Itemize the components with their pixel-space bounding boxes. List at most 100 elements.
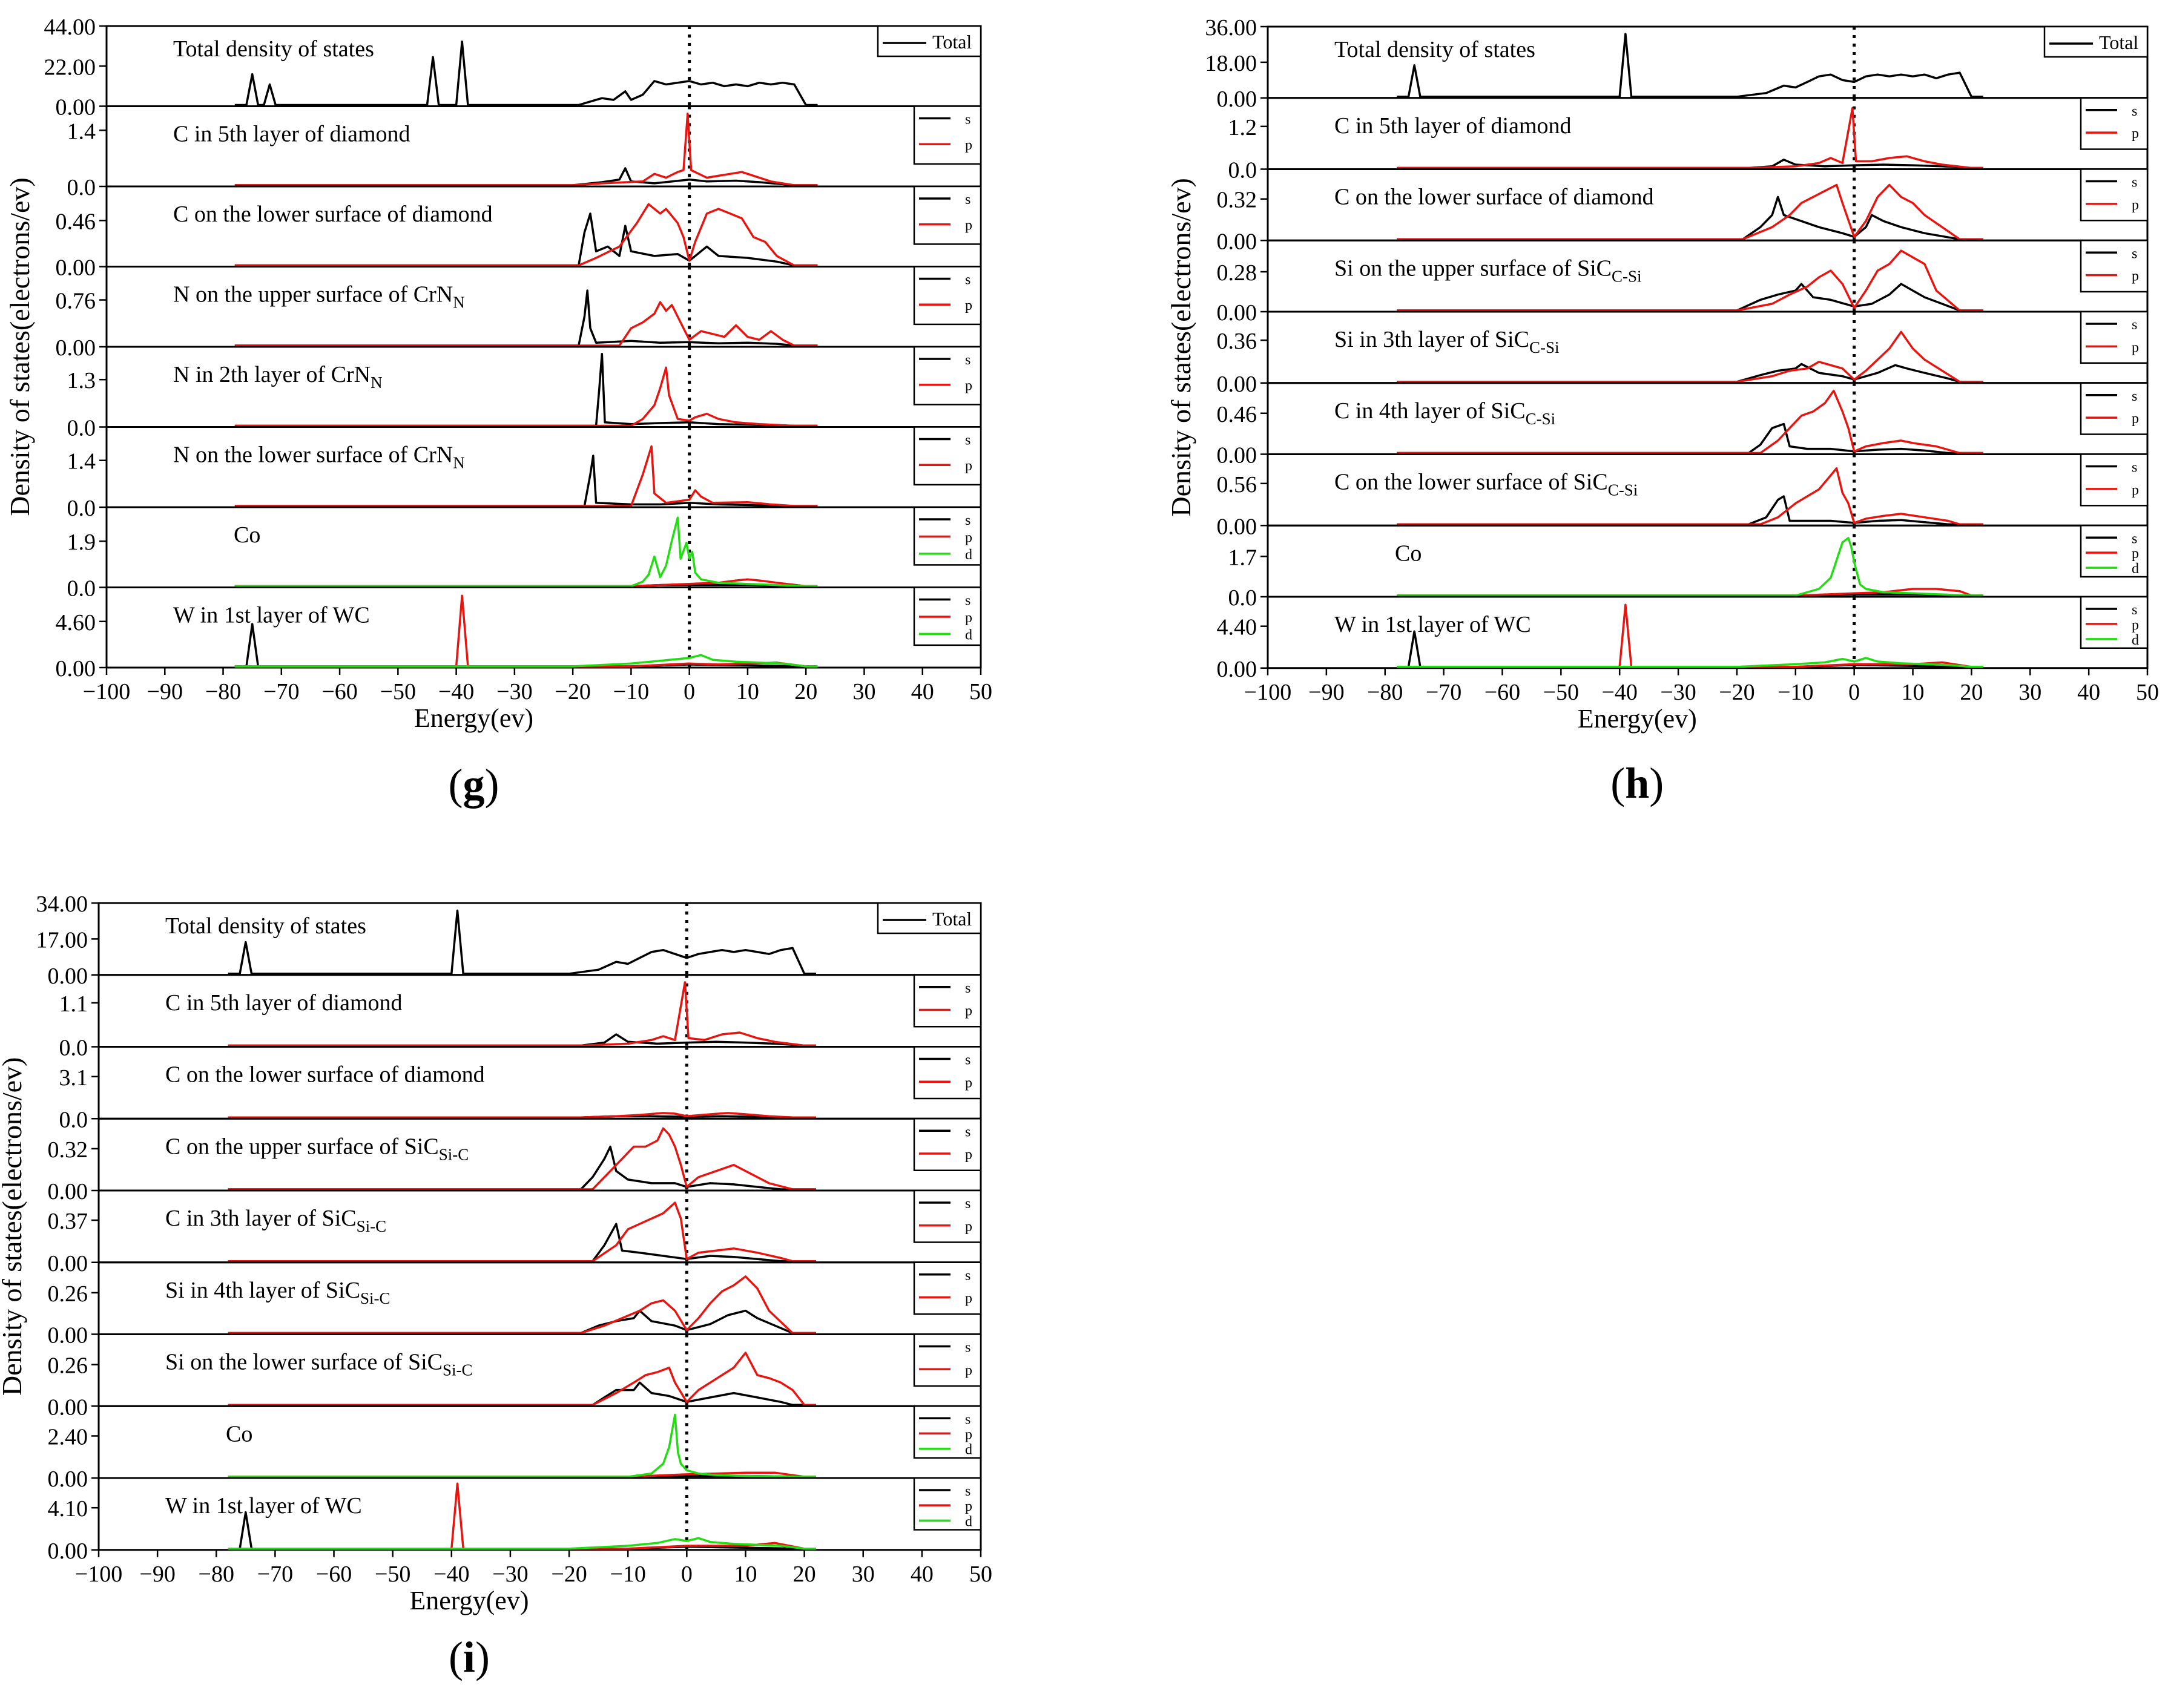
x-tick-label: −40 — [433, 1562, 469, 1587]
legend: spd — [913, 506, 982, 566]
series-p-line — [234, 203, 818, 267]
subplot-i-7: 0.00 0.26 Si on the lower surface of SiCSi… — [48, 1333, 982, 1420]
subplot-label: Si on the upper surface of SiCC-Si — [1334, 255, 1642, 285]
legend: sp — [913, 426, 982, 486]
legend-label-p: p — [965, 1147, 972, 1163]
x-tick-label: −80 — [199, 1562, 234, 1587]
y-tick-label: 1.9 — [67, 530, 96, 555]
legend-frame — [2080, 168, 2149, 222]
subplot-label-main: Si on the lower surface of SiC — [165, 1350, 443, 1375]
subplot-label-main: Si in 3th layer of SiC — [1334, 327, 1529, 352]
subplot-label: C in 5th layer of diamond — [1334, 113, 1572, 139]
x-tick-label: −80 — [205, 679, 241, 705]
y-tick-label: 0.00 — [1217, 514, 1257, 539]
legend-label-p: p — [2132, 411, 2139, 427]
legend-label-p: p — [965, 298, 972, 314]
legend: sp — [913, 105, 982, 165]
legend-label-s: s — [2132, 103, 2137, 119]
subplot-label: C on the lower surface of diamond — [1334, 185, 1654, 210]
x-tick-label: 40 — [911, 679, 934, 705]
subplot-label-main: Co — [226, 1421, 252, 1447]
x-tick-label: −40 — [1601, 680, 1637, 705]
legend-label-s: s — [2132, 460, 2137, 476]
legend-label-s: s — [965, 352, 970, 368]
y-tick-label: 4.40 — [1217, 615, 1257, 640]
legend: sp — [2080, 168, 2149, 222]
legend-frame — [2080, 240, 2149, 293]
series-d-line — [228, 1413, 816, 1478]
legend-label-s: s — [965, 593, 970, 609]
legend: sp — [913, 185, 982, 245]
series-s-line — [228, 1033, 816, 1047]
series-d-line — [234, 654, 818, 668]
legend-label-p: p — [2132, 340, 2139, 355]
x-tick-label: −90 — [1308, 680, 1344, 705]
subplot-i-6: 0.00 0.26 Si in 4th layer of SiCSi-C sp — [48, 1261, 982, 1348]
legend-label-s: s — [2132, 317, 2137, 333]
legend-frame — [913, 1333, 982, 1387]
subplot-label-main: C in 4th layer of SiC — [1334, 398, 1526, 424]
y-tick-label: 0.00 — [56, 335, 96, 361]
x-tick-label: 30 — [852, 679, 875, 705]
y-axis-title: Density of states(electrons/ev) — [1165, 178, 1196, 516]
legend-frame — [913, 1189, 982, 1243]
subplot-label: C in 4th layer of SiCC-Si — [1334, 398, 1555, 428]
x-tick-label: −30 — [492, 1562, 528, 1587]
legend: Total — [2043, 25, 2149, 58]
x-tick-label: −70 — [1426, 680, 1461, 705]
legend-label-s: s — [965, 1053, 970, 1068]
legend: sp — [2080, 310, 2149, 364]
subplot-label-main: Co — [234, 522, 260, 548]
subplot-label-main: N on the lower surface of CrN — [173, 442, 453, 468]
subplot-label: Si in 4th layer of SiCSi-C — [165, 1278, 390, 1307]
legend-label-s: s — [2132, 531, 2137, 547]
legend-frame — [913, 105, 982, 165]
x-axis-title: Energy(ev) — [414, 703, 533, 733]
subplot-label-main: Si on the upper surface of SiC — [1334, 255, 1612, 281]
legend-label-p: p — [2132, 482, 2139, 498]
y-tick-label: 0.0 — [67, 576, 96, 602]
x-tick-label: −70 — [263, 679, 299, 705]
y-tick-label: 0.00 — [48, 1179, 88, 1204]
legend-frame — [913, 974, 982, 1028]
series-Total-line — [1397, 33, 1983, 98]
subplot-label-subscript: N — [453, 454, 465, 472]
series-p-line — [1397, 389, 1983, 455]
x-tick-label: −90 — [139, 1562, 175, 1587]
x-tick-label: 0 — [684, 679, 695, 705]
legend: sp — [913, 1118, 982, 1171]
legend: sp — [913, 1261, 982, 1315]
subplot-label-subscript: C-Si — [1612, 267, 1642, 285]
legend-frame — [913, 1046, 982, 1100]
subplot-label-subscript: Si-C — [357, 1217, 387, 1235]
legend-label-p: p — [965, 1362, 972, 1378]
legend: sp — [2080, 240, 2149, 293]
subplot-label: W in 1st layer of WC — [173, 603, 370, 628]
x-tick-label: −100 — [83, 679, 130, 705]
x-tick-label: −100 — [1244, 680, 1291, 705]
x-tick-label: 50 — [969, 1562, 992, 1587]
x-tick-label: 20 — [793, 1562, 816, 1587]
panel-letter-text: h — [1625, 759, 1649, 807]
subplot-label-main: N in 2th layer of CrN — [173, 362, 371, 387]
y-tick-label: 34.00 — [36, 892, 88, 917]
x-tick-label: 10 — [1902, 680, 1925, 705]
panel-letter-open: ( — [449, 1633, 463, 1681]
series-s-line — [234, 167, 818, 186]
legend: Total — [877, 25, 982, 57]
series-Total-line — [234, 41, 818, 107]
subplot-label: N on the lower surface of CrNN — [173, 442, 465, 472]
y-tick-label: 0.37 — [48, 1209, 88, 1234]
subplot-label-main: Co — [1395, 540, 1422, 566]
legend-frame — [877, 902, 982, 934]
subplot-label-main: C in 3th layer of SiC — [165, 1206, 357, 1231]
panel-letter: (g) — [448, 760, 499, 809]
y-tick-label: 3.1 — [59, 1065, 88, 1091]
series-p-line — [234, 112, 818, 186]
x-tick-label: 20 — [1960, 680, 1983, 705]
legend-label-s: s — [2132, 602, 2137, 618]
legend-label-p: p — [965, 458, 972, 474]
subplot-label-main: C on the upper surface of SiC — [165, 1134, 439, 1159]
